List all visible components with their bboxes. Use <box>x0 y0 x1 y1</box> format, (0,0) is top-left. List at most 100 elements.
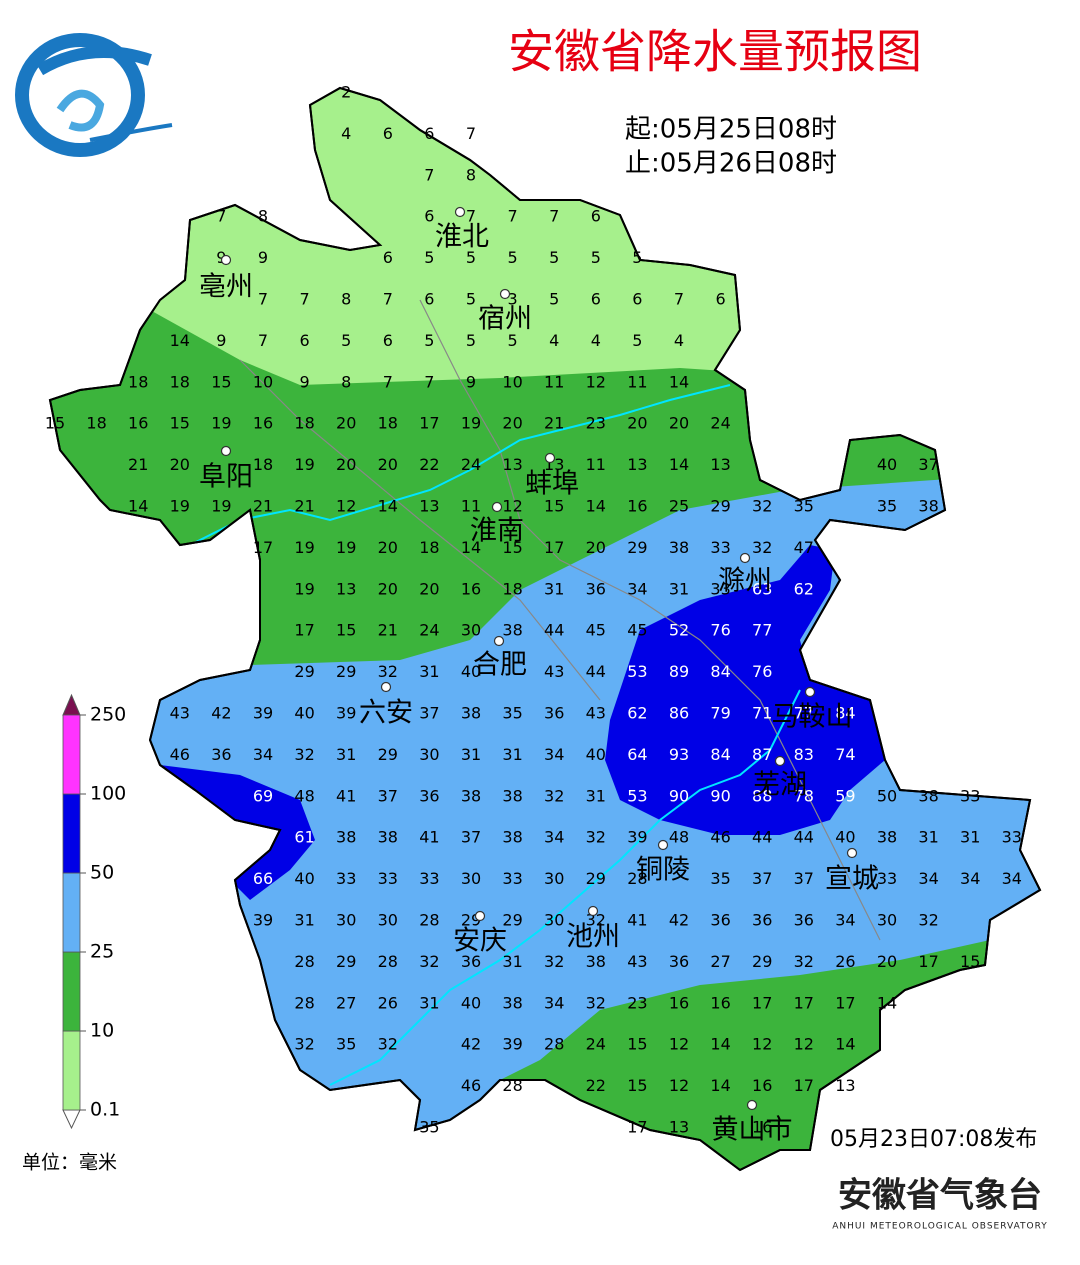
grid-value: 29 <box>710 497 730 516</box>
city-label: 宣城 <box>825 864 879 895</box>
grid-value: 34 <box>544 745 564 764</box>
grid-value: 22 <box>586 1076 606 1095</box>
grid-value: 19 <box>336 538 356 557</box>
grid-value: 30 <box>544 911 564 930</box>
grid-value: 24 <box>586 1035 606 1054</box>
grid-value: 28 <box>544 1035 564 1054</box>
grid-value: 14 <box>710 1076 730 1095</box>
grid-value: 20 <box>586 538 606 557</box>
grid-value: 84 <box>710 745 730 764</box>
grid-value: 20 <box>336 414 356 433</box>
legend-tick-label: 250 <box>90 704 126 726</box>
grid-value: 5 <box>632 248 642 267</box>
grid-value: 39 <box>502 1035 522 1054</box>
grid-value: 12 <box>669 1076 689 1095</box>
grid-value: 6 <box>591 290 601 309</box>
grid-value: 77 <box>752 621 772 640</box>
grid-value: 19 <box>170 497 190 516</box>
grid-value: 79 <box>710 704 730 723</box>
grid-value: 32 <box>294 745 314 764</box>
grid-value: 5 <box>466 290 476 309</box>
grid-value: 22 <box>419 455 439 474</box>
grid-value: 20 <box>877 952 897 971</box>
grid-value: 87 <box>752 745 772 764</box>
grid-value: 28 <box>627 869 647 888</box>
grid-value: 30 <box>544 869 564 888</box>
grid-value: 6 <box>716 290 726 309</box>
grid-value: 69 <box>253 786 273 805</box>
grid-value: 77 <box>794 704 814 723</box>
grid-value: 20 <box>669 414 689 433</box>
city-label: 亳州 <box>199 272 253 303</box>
grid-value: 15 <box>502 538 522 557</box>
grid-value: 29 <box>336 662 356 681</box>
grid-value: 31 <box>918 828 938 847</box>
grid-value: 13 <box>835 1076 855 1095</box>
grid-value: 4 <box>674 331 684 350</box>
grid-value: 14 <box>128 497 148 516</box>
grid-value: 41 <box>419 828 439 847</box>
grid-value: 19 <box>294 455 314 474</box>
city-dot <box>746 1099 758 1111</box>
grid-value: 89 <box>669 662 689 681</box>
grid-value: 17 <box>419 414 439 433</box>
grid-value: 42 <box>461 1035 481 1054</box>
grid-value: 5 <box>632 331 642 350</box>
province-outline <box>48 86 1042 1172</box>
grid-value: 28 <box>378 952 398 971</box>
grid-value: 24 <box>461 455 481 474</box>
unit-label: 单位：毫米 <box>22 1152 117 1174</box>
grid-value: 63 <box>752 579 772 598</box>
city-label: 铜陵 <box>636 855 690 886</box>
grid-value: 30 <box>877 911 897 930</box>
grid-value: 31 <box>336 745 356 764</box>
grid-value: 16 <box>710 993 730 1012</box>
grid-value: 38 <box>918 497 938 516</box>
grid-value: 40 <box>461 662 481 681</box>
grid-value: 39 <box>253 704 273 723</box>
grid-value: 43 <box>586 704 606 723</box>
grid-value: 16 <box>752 1118 772 1137</box>
city-label: 黄山市 <box>712 1115 793 1146</box>
issue-time: 05月23日07:08发布 <box>830 1127 1037 1152</box>
grid-value: 40 <box>461 993 481 1012</box>
grid-value: 5 <box>341 331 351 350</box>
grid-value: 14 <box>877 993 897 1012</box>
grid-value: 17 <box>544 538 564 557</box>
end-time: 止:05月26日08时 <box>625 149 837 179</box>
grid-value: 3 <box>508 290 518 309</box>
grid-value: 12 <box>586 372 606 391</box>
grid-value: 43 <box>170 704 190 723</box>
grid-value: 5 <box>508 248 518 267</box>
grid-value: 14 <box>170 331 190 350</box>
grid-value: 43 <box>627 952 647 971</box>
city-dot <box>846 847 858 859</box>
grid-value: 6 <box>632 290 642 309</box>
grid-value: 31 <box>461 745 481 764</box>
grid-value: 25 <box>669 497 689 516</box>
legend-tick-label: 0.1 <box>90 1099 120 1121</box>
grid-value: 5 <box>549 248 559 267</box>
grid-value: 35 <box>877 497 897 516</box>
city-dot <box>499 288 511 300</box>
band-50-100 <box>160 765 315 900</box>
grid-value: 7 <box>466 124 476 143</box>
grid-value: 17 <box>253 538 273 557</box>
grid-value: 34 <box>835 911 855 930</box>
grid-value: 40 <box>835 828 855 847</box>
grid-value: 15 <box>45 414 65 433</box>
grid-value: 20 <box>378 538 398 557</box>
grid-value: 13 <box>669 1118 689 1137</box>
grid-value: 64 <box>627 745 647 764</box>
grid-value: 23 <box>627 993 647 1012</box>
grid-value: 13 <box>419 497 439 516</box>
city-label: 六安 <box>359 698 413 729</box>
grid-value: 37 <box>752 869 772 888</box>
grid-value: 84 <box>710 662 730 681</box>
grid-value: 52 <box>669 621 689 640</box>
logo-ring <box>15 33 145 157</box>
grid-value: 16 <box>627 497 647 516</box>
grid-value: 38 <box>461 786 481 805</box>
grid-value: 14 <box>378 497 398 516</box>
